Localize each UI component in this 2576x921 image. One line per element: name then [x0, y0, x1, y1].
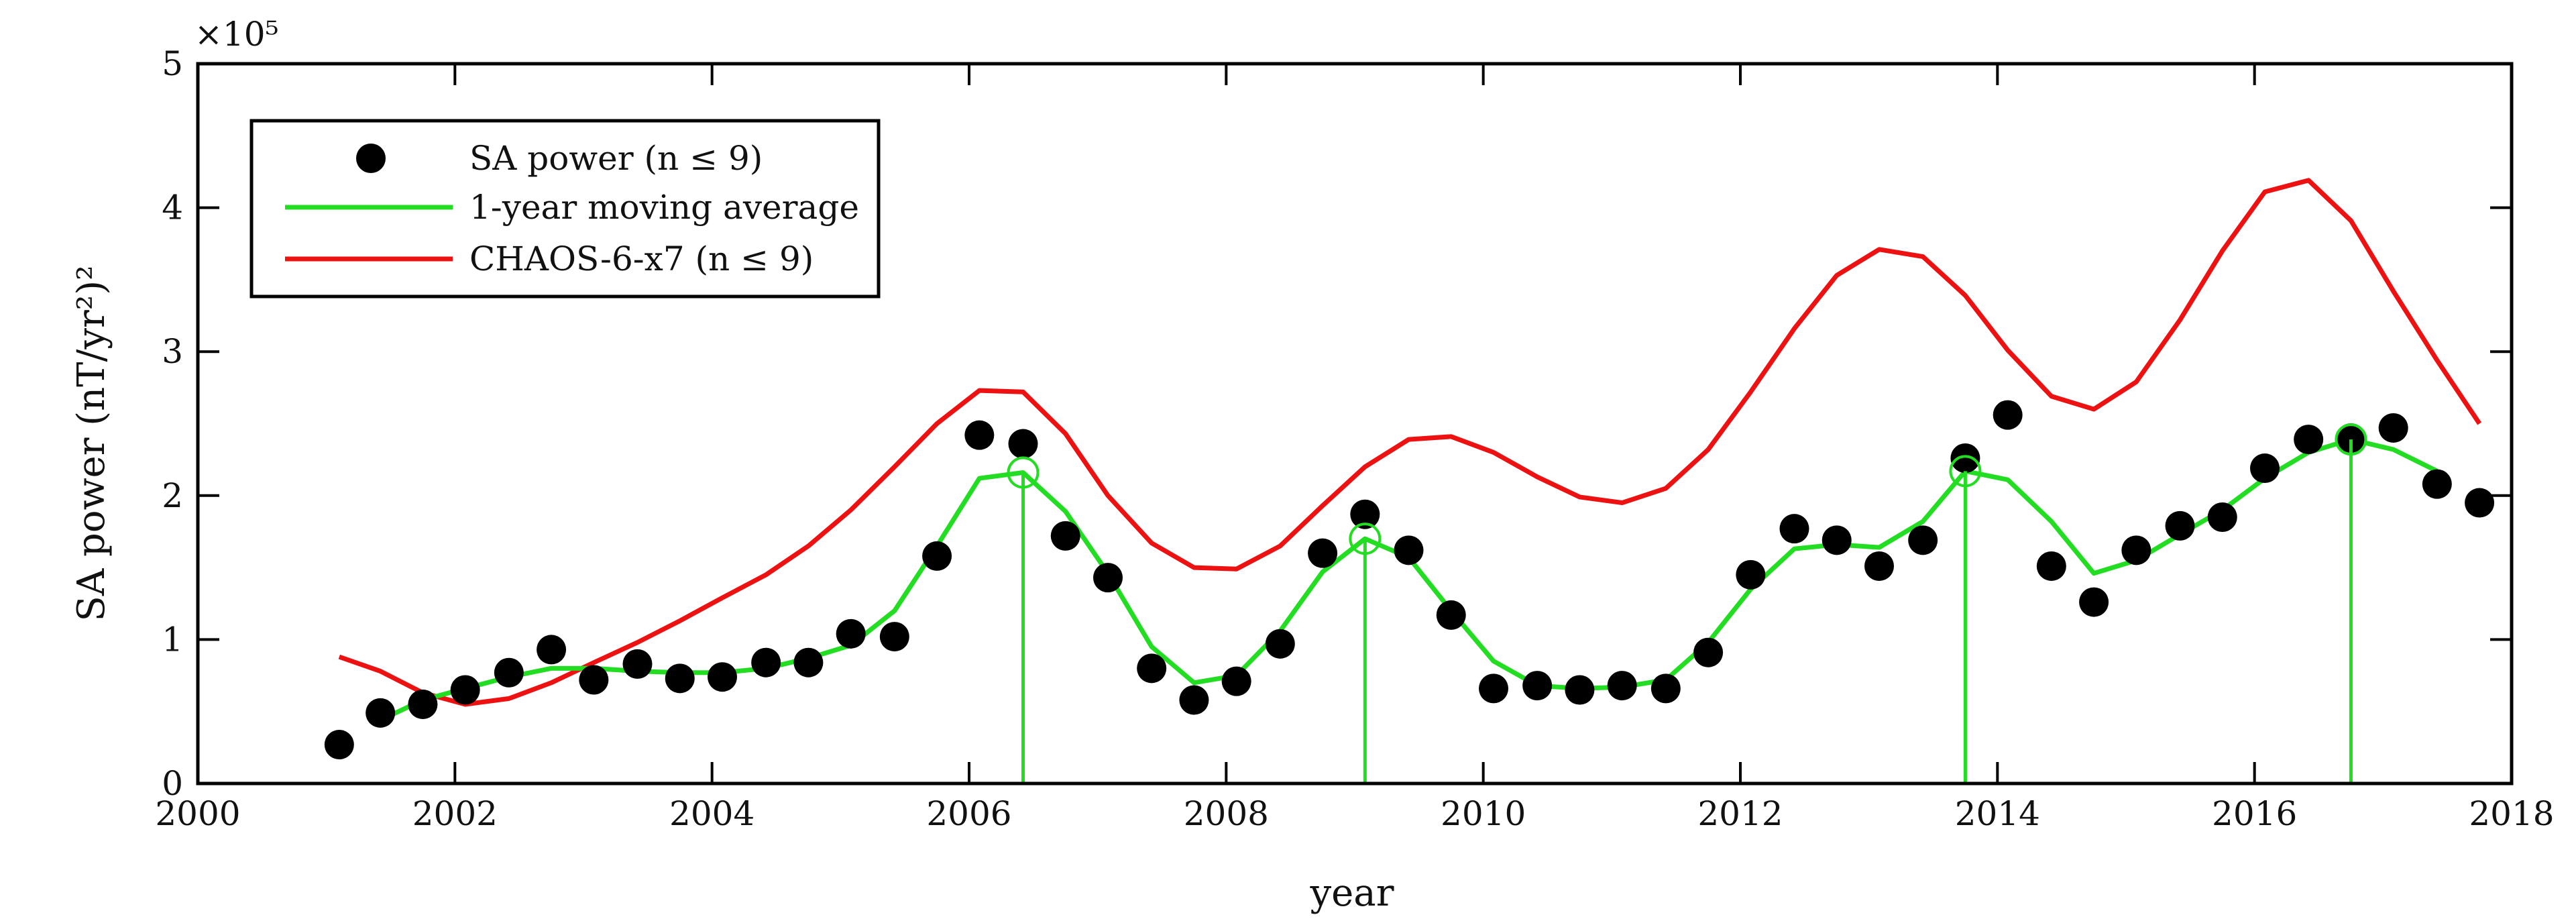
data-point	[1822, 525, 1852, 555]
x-axis-label: year	[1310, 871, 1394, 915]
data-point	[1137, 653, 1167, 684]
data-point	[665, 663, 695, 694]
x-tick-label: 2018	[2469, 794, 2554, 833]
legend-label-chaos: CHAOS-6-x7 (n ≤ 9)	[469, 239, 814, 278]
data-point	[708, 662, 737, 692]
data-point	[1993, 400, 2023, 430]
x-tick-label: 2014	[1955, 794, 2040, 833]
data-point	[2378, 413, 2408, 443]
data-point	[1308, 538, 1338, 568]
data-point	[494, 657, 524, 688]
data-point	[1093, 563, 1123, 593]
data-point	[793, 647, 824, 678]
x-tick-label: 2006	[926, 794, 1011, 833]
data-point	[1607, 671, 1637, 701]
plot-area	[324, 178, 2495, 783]
data-point	[2336, 423, 2366, 453]
legend: SA power (n ≤ 9) 1-year moving average C…	[249, 119, 881, 299]
legend-label-moving-average: 1-year moving average	[469, 188, 859, 227]
data-point	[2121, 535, 2151, 565]
y-tick-label: 3	[162, 332, 183, 371]
x-tick-label: 2000	[155, 794, 240, 833]
data-point	[836, 618, 866, 649]
data-point	[1779, 514, 1809, 544]
data-point	[922, 541, 952, 571]
data-point	[751, 647, 781, 678]
x-tick-label: 2002	[412, 794, 498, 833]
marker-circle	[1007, 456, 1040, 489]
x-tick-label: 2012	[1697, 794, 1783, 833]
data-point	[879, 622, 909, 652]
y-tick-label: 4	[162, 188, 183, 227]
data-point	[1265, 629, 1295, 659]
legend-label-sa-power: SA power (n ≤ 9)	[469, 139, 763, 178]
axes-box	[196, 62, 2514, 785]
data-point	[324, 730, 354, 760]
marker-circle	[1349, 523, 1382, 555]
data-point	[579, 665, 609, 695]
data-point	[2250, 453, 2280, 484]
data-point	[1864, 551, 1894, 581]
data-point	[1394, 535, 1424, 565]
data-point	[1908, 525, 1938, 555]
data-point	[366, 698, 396, 728]
data-point	[1736, 559, 1766, 590]
x-tick-label: 2016	[2212, 794, 2297, 833]
data-point	[2079, 587, 2109, 617]
data-point	[1008, 429, 1038, 459]
data-point	[1479, 673, 1508, 704]
data-point	[1436, 600, 1466, 630]
marker-circle	[2335, 423, 2367, 456]
data-point	[1650, 673, 1681, 704]
x-tick-label: 2010	[1441, 794, 1526, 833]
data-point	[2165, 510, 2195, 541]
data-point	[622, 649, 653, 679]
data-point	[537, 635, 567, 665]
data-point	[1179, 685, 1209, 715]
data-point	[1693, 637, 1724, 667]
data-point	[1050, 521, 1080, 551]
y-exponent-label: ×10⁵	[194, 15, 279, 54]
data-point	[1522, 671, 1553, 701]
data-point	[450, 675, 480, 705]
y-tick-label: 1	[162, 620, 183, 659]
axes: 2000 2002 2004 2006 2008 2010 2012 2014 2016 2018…	[155, 44, 2554, 833]
marker-circle	[1949, 455, 1982, 488]
data-point	[964, 420, 995, 450]
x-tick-label: 2004	[669, 794, 754, 833]
data-point	[2465, 488, 2495, 518]
data-point	[1565, 675, 1595, 705]
data-point	[408, 689, 438, 719]
y-tick-label: 0	[162, 764, 183, 803]
y-tick-label: 2	[162, 476, 183, 515]
data-point	[2294, 425, 2324, 455]
x-tick-label: 2008	[1184, 794, 1269, 833]
chaos-line	[338, 178, 2481, 707]
data-point	[1950, 443, 1980, 474]
data-point	[2422, 469, 2452, 499]
y-axis-label: SA power (nT/yr²)²	[70, 265, 113, 621]
y-tick-label: 5	[162, 44, 183, 83]
data-point	[1350, 499, 1380, 529]
data-point	[1221, 666, 1251, 696]
data-point	[2036, 551, 2066, 581]
legend-swatch-dot	[356, 144, 386, 173]
data-point	[2207, 502, 2237, 532]
